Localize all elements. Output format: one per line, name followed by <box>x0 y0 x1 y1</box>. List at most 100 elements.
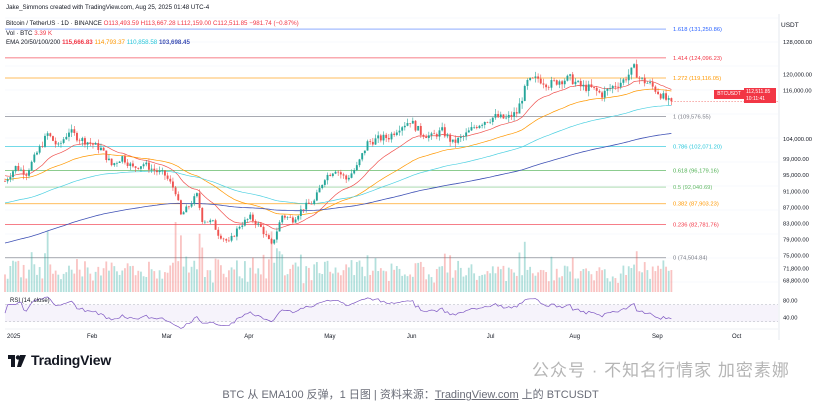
candle-body <box>283 215 286 218</box>
candle-body <box>582 84 585 87</box>
volume-bar <box>193 260 196 292</box>
candle-body <box>563 80 566 85</box>
volume-bar <box>390 263 393 292</box>
volume-bar <box>329 271 332 292</box>
candle-body <box>534 76 537 78</box>
volume-bar <box>435 269 438 292</box>
candle-body <box>110 158 113 166</box>
candle-body <box>286 217 289 218</box>
caption-source-link[interactable]: TradingView.com <box>434 389 519 401</box>
volume-bar <box>489 273 492 292</box>
volume-bar <box>603 269 606 292</box>
volume-bar <box>601 270 603 292</box>
volume-bar <box>291 264 294 292</box>
volume-bar <box>105 261 108 292</box>
candle-body <box>249 214 252 219</box>
candle-body <box>363 150 366 154</box>
volume-bar <box>635 251 638 292</box>
candle-body <box>86 142 89 145</box>
volume-bar <box>46 230 49 292</box>
volume-bar <box>507 267 510 292</box>
candle-body <box>281 215 284 223</box>
symbol-line: Bitcoin / TetherUS · 1D · BINANCE O113,4… <box>6 20 299 28</box>
rsi-label[interactable]: RSI (14, close) <box>10 298 50 304</box>
price-tick-label: 104,000.00 <box>783 137 812 143</box>
candle-body <box>318 188 321 193</box>
candle-body <box>38 146 41 153</box>
candle-body <box>470 127 473 131</box>
candle-body <box>78 140 81 142</box>
candle-body <box>217 229 220 236</box>
candle-body <box>435 134 438 137</box>
candle-body <box>315 192 318 201</box>
tradingview-logo[interactable]: TradingView <box>8 352 111 368</box>
rsi-tick-label: 80.00 <box>783 298 798 304</box>
volume-bar <box>44 253 46 292</box>
ema-legend[interactable]: EMA 20/50/100/200 115,666.83 114,793.37 … <box>6 39 190 47</box>
volume-bar <box>236 260 238 292</box>
candle-body <box>52 136 54 141</box>
candle-body <box>246 218 249 220</box>
volume-bar <box>22 264 25 292</box>
candle-body <box>49 133 52 137</box>
volume-bar <box>505 281 508 292</box>
candle-body <box>521 100 524 104</box>
candle-body <box>259 223 262 227</box>
candle-body <box>251 214 254 221</box>
time-tick-label: Jul <box>487 334 495 340</box>
time-tick-label: 2025 <box>7 334 21 340</box>
volume-bar <box>491 266 494 292</box>
volume-bar <box>28 269 30 292</box>
volume-bar <box>270 231 273 292</box>
candle-body <box>494 114 497 118</box>
candle-body <box>203 221 206 223</box>
candle-body <box>401 127 404 131</box>
price-tick-label: 128,000.00 <box>783 40 812 46</box>
candle-body <box>270 239 273 244</box>
volume-bar <box>60 279 62 292</box>
candle-body <box>369 141 372 142</box>
candle-body <box>515 112 518 114</box>
volume-bar <box>137 270 140 292</box>
volume-bar <box>54 270 57 292</box>
ohlc-values: O113,493.59 H113,667.28 L112,159.00 C112… <box>103 20 299 27</box>
volume-bar <box>371 270 374 292</box>
candle-body <box>307 202 310 204</box>
volume-bar <box>265 278 268 292</box>
candle-body <box>41 146 44 147</box>
candle-body <box>630 67 633 75</box>
volume-bar <box>129 266 132 292</box>
candle-body <box>627 74 630 81</box>
volume-bar <box>174 222 177 292</box>
candle-body <box>542 83 545 85</box>
symbol-name[interactable]: Bitcoin / TetherUS · 1D · BINANCE <box>6 20 102 27</box>
volume-bar <box>92 280 94 292</box>
volume-bar <box>33 264 36 292</box>
volume-bar <box>414 263 417 292</box>
volume-bar <box>643 262 646 292</box>
candle-body <box>291 217 294 223</box>
candle-body <box>113 163 116 166</box>
volume-bar <box>558 277 561 292</box>
volume-bar <box>49 264 52 292</box>
volume-bar <box>148 261 150 292</box>
volume-bar <box>310 280 313 292</box>
candle-body <box>73 129 76 133</box>
candle-body <box>193 196 196 205</box>
candle-body <box>595 87 598 91</box>
volume-bar <box>134 275 137 292</box>
volume-bar <box>670 270 673 292</box>
volume-bar <box>70 269 73 292</box>
candle-body <box>483 122 486 125</box>
candle-body <box>419 125 422 135</box>
candle-body <box>294 219 297 223</box>
candle-body <box>305 202 308 210</box>
volume-legend[interactable]: Vol · BTC 3.39 K <box>6 30 52 38</box>
volume-value: 3.39 K <box>34 30 53 37</box>
candle-body <box>585 84 588 91</box>
volume-bar <box>443 253 446 292</box>
candle-body <box>108 158 110 161</box>
candle-body <box>670 98 673 102</box>
volume-bar <box>550 256 553 292</box>
